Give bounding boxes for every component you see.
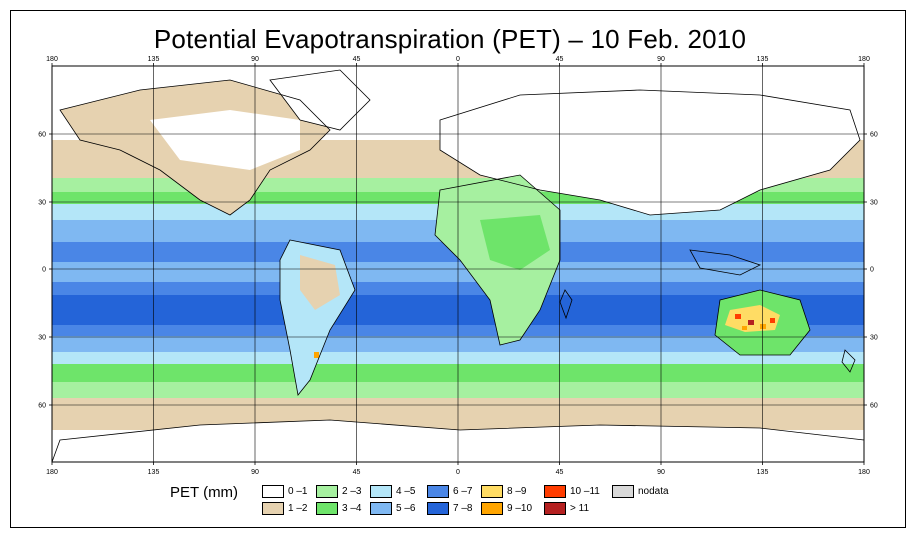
legend-swatch <box>544 485 566 498</box>
legend-swatch <box>316 502 338 515</box>
legend-swatch <box>612 485 634 498</box>
lat-label-right: 0 <box>870 267 874 274</box>
legend-label: 7 –8 <box>453 503 473 514</box>
legend-swatch <box>262 485 284 498</box>
legend-label: 5 –6 <box>396 503 416 514</box>
lon-label-bottom: 135 <box>757 469 769 476</box>
coastlines <box>59 69 861 396</box>
eurasia-land <box>440 90 860 215</box>
lat-label-left: 30 <box>38 200 46 207</box>
legend-label: 2 –3 <box>342 486 362 497</box>
graticule <box>52 66 864 462</box>
australia-peak-4 <box>770 318 775 323</box>
legend-label: 0 –1 <box>288 486 308 497</box>
lat-label-right: 60 <box>870 403 878 410</box>
lon-label-bottom: 90 <box>657 469 665 476</box>
lon-label-top: 0 <box>456 56 460 63</box>
legend-swatch <box>370 485 392 498</box>
legend-label: 6 –7 <box>453 486 473 497</box>
legend-swatch <box>427 485 449 498</box>
lon-label-top: 180 <box>46 56 58 63</box>
lon-label-top: 90 <box>251 56 259 63</box>
legend-label: nodata <box>638 486 669 497</box>
lon-label-bottom: 180 <box>858 469 870 476</box>
legend-label: 8 –9 <box>507 486 527 497</box>
lon-label-top: 135 <box>148 56 160 63</box>
australia-peak-2 <box>748 320 754 325</box>
legend-swatch <box>481 502 503 515</box>
lon-label-top: 45 <box>353 56 361 63</box>
legend-swatch <box>544 502 566 515</box>
south-america-hot-spot <box>314 352 319 358</box>
greenland-land <box>270 70 370 130</box>
australia-hot-zone <box>725 305 780 332</box>
lat-label-right: 30 <box>870 335 878 342</box>
legend-label: > 11 <box>570 503 589 514</box>
legend-title: PET (mm) <box>170 484 239 501</box>
lon-label-bottom: 45 <box>556 469 564 476</box>
africa-central <box>480 215 550 270</box>
legend-label: 10 –11 <box>570 486 600 497</box>
lon-label-top: 180 <box>858 56 870 63</box>
lon-label-top: 135 <box>757 56 769 63</box>
legend-swatch <box>370 502 392 515</box>
lat-label-left: 60 <box>38 132 46 139</box>
north-america-cold <box>150 110 300 170</box>
lon-label-top: 45 <box>556 56 564 63</box>
lat-label-left: 60 <box>38 403 46 410</box>
australia-peak-1 <box>735 314 741 319</box>
legend-swatch <box>481 485 503 498</box>
map-title: Potential Evapotranspiration (PET) – 10 … <box>153 24 747 54</box>
legend-swatch <box>262 502 284 515</box>
lon-label-top: 90 <box>657 56 665 63</box>
lon-label-bottom: 0 <box>456 469 460 476</box>
lon-label-bottom: 180 <box>46 469 58 476</box>
lon-label-bottom: 90 <box>251 469 259 476</box>
figure-frame <box>10 10 906 528</box>
australia-peak-5 <box>742 326 747 330</box>
axis-tick-labels: 180 135 90 45 0 45 90 135 180 180 135 90 45 0 45 90 135 1… <box>38 56 878 476</box>
australia-peak-3 <box>760 324 766 329</box>
lat-label-left: 0 <box>42 267 46 274</box>
lat-label-right: 60 <box>870 132 878 139</box>
legend-swatch <box>316 485 338 498</box>
legend-label: 9 –10 <box>507 503 533 514</box>
lat-label-left: 30 <box>38 335 46 342</box>
legend-swatch <box>427 502 449 515</box>
lon-label-bottom: 45 <box>353 469 361 476</box>
legend-label: 3 –4 <box>342 503 362 514</box>
legend-label: 4 –5 <box>396 486 416 497</box>
lon-label-bottom: 135 <box>148 469 160 476</box>
lat-label-right: 30 <box>870 200 878 207</box>
axis-ticks <box>49 63 867 465</box>
legend-label: 1 –2 <box>288 503 308 514</box>
